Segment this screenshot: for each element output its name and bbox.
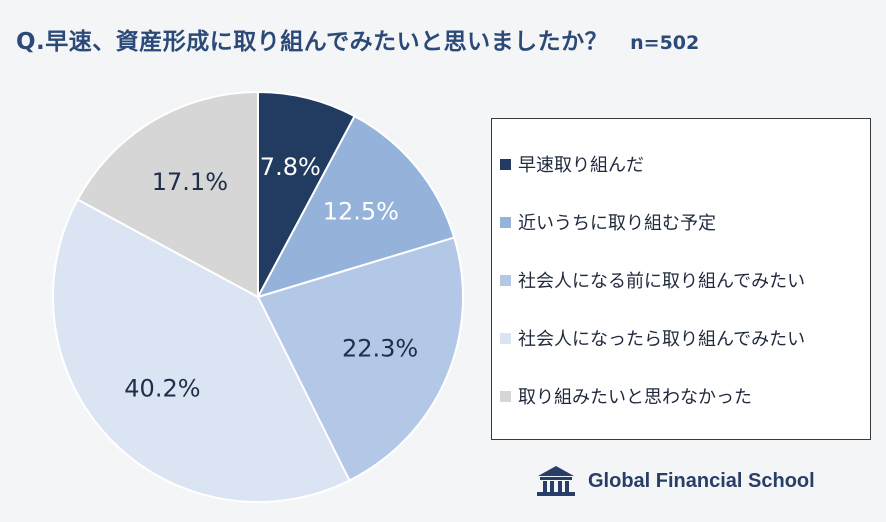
sample-size: n=502 — [630, 32, 700, 54]
legend-swatch — [500, 158, 511, 170]
pie-slice — [257, 90, 356, 298]
slice-label: 22.3% — [342, 335, 418, 363]
slice-label: 7.8% — [260, 153, 321, 181]
legend-label: 社会人になる前に取り組んでみたい — [518, 271, 806, 292]
slice-label: 17.1% — [152, 168, 228, 196]
pie-slice — [52, 198, 351, 503]
legend-swatch — [500, 216, 511, 228]
chart-title: Q.早速、資産形成に取り組んでみたいと思いましたか？ — [16, 29, 609, 55]
legend-swatch — [500, 332, 511, 344]
brand: Global Financial School — [534, 464, 815, 498]
legend-label: 社会人になったら取り組んでみたい — [518, 329, 806, 350]
legend-item: 社会人になる前に取り組んでみたい — [500, 251, 870, 309]
slice-label: 40.2% — [124, 374, 200, 402]
brand-name: Global Financial School — [588, 469, 815, 492]
legend-item: 早速取り組んだ — [500, 135, 870, 193]
legend-item: 取り組みたいと思わなかった — [500, 367, 870, 425]
legend-item: 社会人になったら取り組んでみたい — [500, 309, 870, 367]
legend-label: 取り組みたいと思わなかった — [518, 387, 752, 408]
school-building-icon — [537, 466, 575, 496]
legend-swatch — [500, 274, 511, 286]
pie-slice — [76, 90, 259, 299]
chart-legend: 早速取り組んだ近いうちに取り組む予定社会人になる前に取り組んでみたい 社会人になっ… — [491, 118, 871, 440]
chart-title-row: Q.早速、資産形成に取り組んでみたいと思いましたか？ n=502 — [16, 22, 699, 56]
legend-label: 早速取り組んだ — [518, 155, 644, 176]
slice-label: 12.5% — [323, 198, 399, 226]
legend-swatch — [500, 390, 511, 402]
pie-slice — [256, 236, 464, 482]
legend-label: 近いうちに取り組む予定 — [518, 213, 716, 234]
legend-item: 近いうちに取り組む予定 — [500, 193, 870, 251]
